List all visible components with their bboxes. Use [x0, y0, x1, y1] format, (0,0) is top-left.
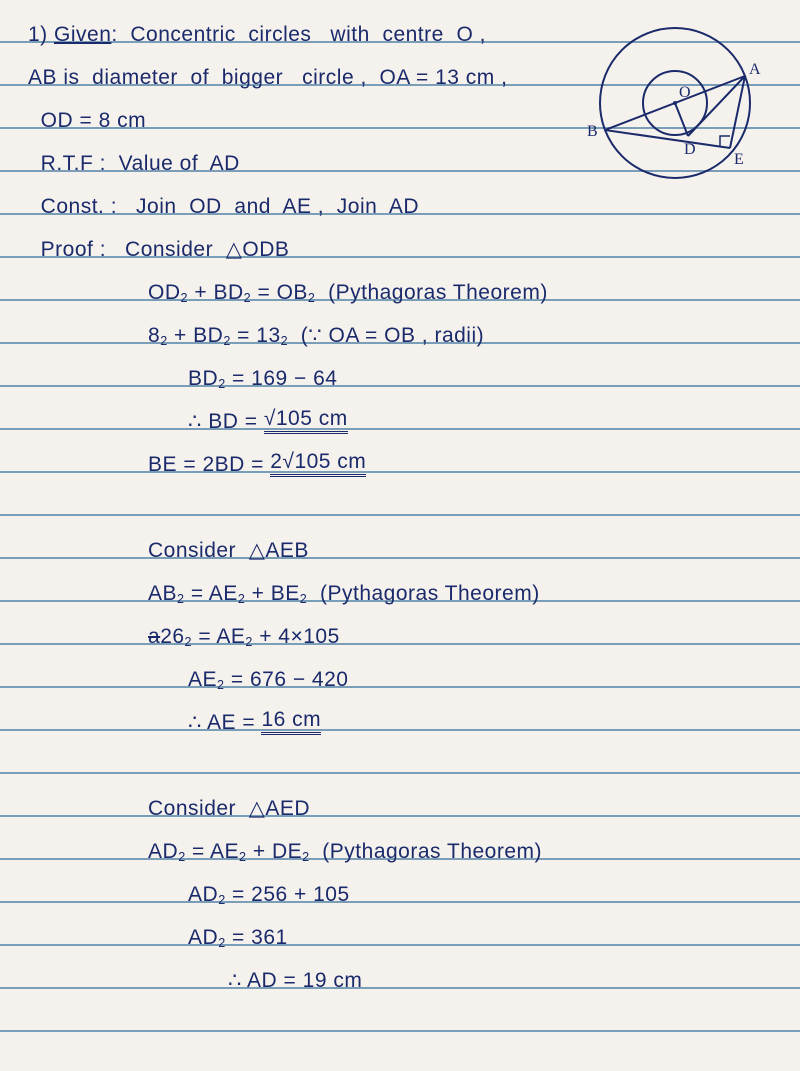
- svg-text:E: E: [734, 151, 744, 168]
- concentric-circles-diagram: O A B D E: [580, 18, 780, 198]
- strike-char: a: [148, 625, 160, 649]
- svg-text:O: O: [679, 84, 691, 101]
- line-ae-result: ∴ AE = 16 cm: [28, 696, 780, 739]
- line-bd2: BD2 = 169 − 64: [28, 352, 780, 395]
- ae-value: 16 cm: [261, 708, 321, 735]
- given-label: Given: [54, 23, 111, 47]
- line-consider-aed: Consider △AED: [28, 782, 780, 825]
- line-proof: Proof : Consider △ODB: [28, 223, 780, 266]
- be-value: 2√105 cm: [270, 450, 366, 477]
- line-subst-2: a 262 = AE2 + 4×105: [28, 610, 780, 653]
- line-pyth-aed: AD2 = AE2 + DE2 (Pythagoras Theorem): [28, 825, 780, 868]
- line-ae2: AE2 = 676 − 420: [28, 653, 780, 696]
- svg-text:A: A: [749, 61, 761, 78]
- svg-text:D: D: [684, 141, 696, 158]
- line-consider-aeb: Consider △AEB: [28, 524, 780, 567]
- line-ad-result: ∴ AD = 19 cm: [28, 954, 780, 997]
- line-pyth-odb: OD2 + BD2 = OB2 (Pythagoras Theorem): [28, 266, 780, 309]
- ad-value: ∴ AD = 19 cm: [228, 968, 362, 993]
- line-ad2-1: AD2 = 256 + 105: [28, 868, 780, 911]
- given-text: : Concentric circles with centre O ,: [111, 23, 486, 47]
- line-ad2-2: AD2 = 361: [28, 911, 780, 954]
- svg-text:B: B: [587, 123, 598, 140]
- line-bd-result: ∴ BD = √105 cm: [28, 395, 780, 438]
- line-subst-1: 82 + BD2 = 132 (∵ OA = OB , radii): [28, 309, 780, 352]
- bd-value: √105 cm: [264, 407, 348, 434]
- blank-1: [28, 481, 780, 524]
- q-number: 1): [28, 23, 54, 47]
- line-pyth-aeb: AB2 = AE2 + BE2 (Pythagoras Theorem): [28, 567, 780, 610]
- blank-2: [28, 739, 780, 782]
- line-be: BE = 2BD = 2√105 cm: [28, 438, 780, 481]
